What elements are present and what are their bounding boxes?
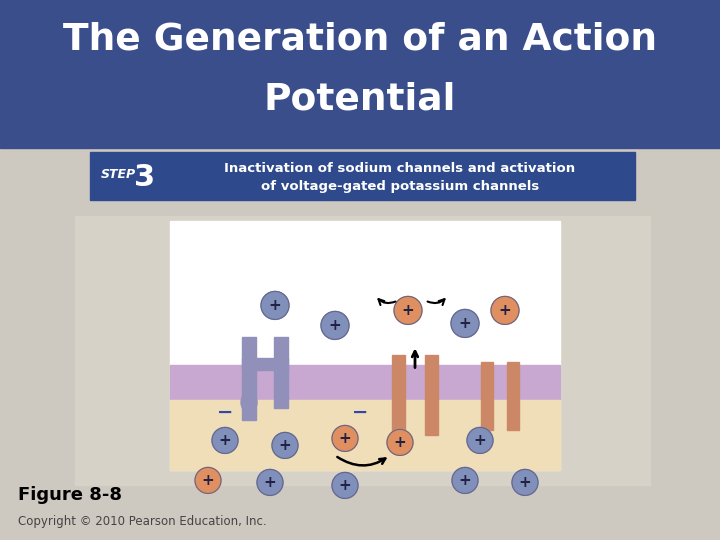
Text: +: + [518, 475, 531, 490]
Bar [170, 366, 560, 401]
Bar [392, 355, 405, 435]
Bar [425, 355, 438, 435]
Bar [274, 338, 288, 408]
Circle shape [451, 309, 479, 338]
Circle shape [332, 426, 358, 451]
Bar [507, 362, 519, 430]
Text: +: + [264, 475, 276, 490]
Bar [242, 338, 256, 421]
Text: +: + [402, 303, 415, 318]
Text: 3: 3 [135, 164, 156, 192]
Text: +: + [279, 438, 292, 453]
Bar [75, 216, 650, 485]
Circle shape [467, 428, 493, 454]
Bar [90, 152, 635, 200]
Text: +: + [394, 435, 406, 450]
Circle shape [387, 429, 413, 455]
Text: of voltage-gated potassium channels: of voltage-gated potassium channels [261, 180, 539, 193]
Circle shape [452, 468, 478, 494]
Bar [170, 401, 560, 470]
Text: +: + [499, 303, 511, 318]
Text: −: − [352, 403, 368, 422]
Circle shape [491, 296, 519, 325]
Text: +: + [459, 473, 472, 488]
Circle shape [321, 312, 349, 340]
Text: +: + [338, 478, 351, 493]
Circle shape [212, 428, 238, 454]
Text: STEP: STEP [100, 167, 135, 180]
Circle shape [195, 468, 221, 494]
Text: Potential: Potential [264, 82, 456, 118]
Circle shape [272, 433, 298, 458]
Text: +: + [338, 431, 351, 446]
Circle shape [512, 469, 538, 495]
Text: Inactivation of sodium channels and activation: Inactivation of sodium channels and acti… [225, 163, 575, 176]
Text: +: + [219, 433, 231, 448]
Text: +: + [328, 318, 341, 333]
Text: +: + [269, 298, 282, 313]
Text: Figure 8-8: Figure 8-8 [18, 486, 122, 504]
Text: +: + [202, 473, 215, 488]
Bar [170, 221, 560, 470]
Text: +: + [459, 316, 472, 331]
Circle shape [261, 292, 289, 320]
Text: Copyright © 2010 Pearson Education, Inc.: Copyright © 2010 Pearson Education, Inc. [18, 516, 266, 529]
Bar [242, 359, 288, 370]
Circle shape [257, 469, 283, 495]
Text: +: + [474, 433, 487, 448]
Bar [481, 362, 493, 430]
Bar [0, 0, 720, 148]
Circle shape [394, 296, 422, 325]
Circle shape [332, 472, 358, 498]
Text: The Generation of an Action: The Generation of an Action [63, 22, 657, 58]
Ellipse shape [241, 393, 257, 413]
Text: −: − [217, 403, 233, 422]
